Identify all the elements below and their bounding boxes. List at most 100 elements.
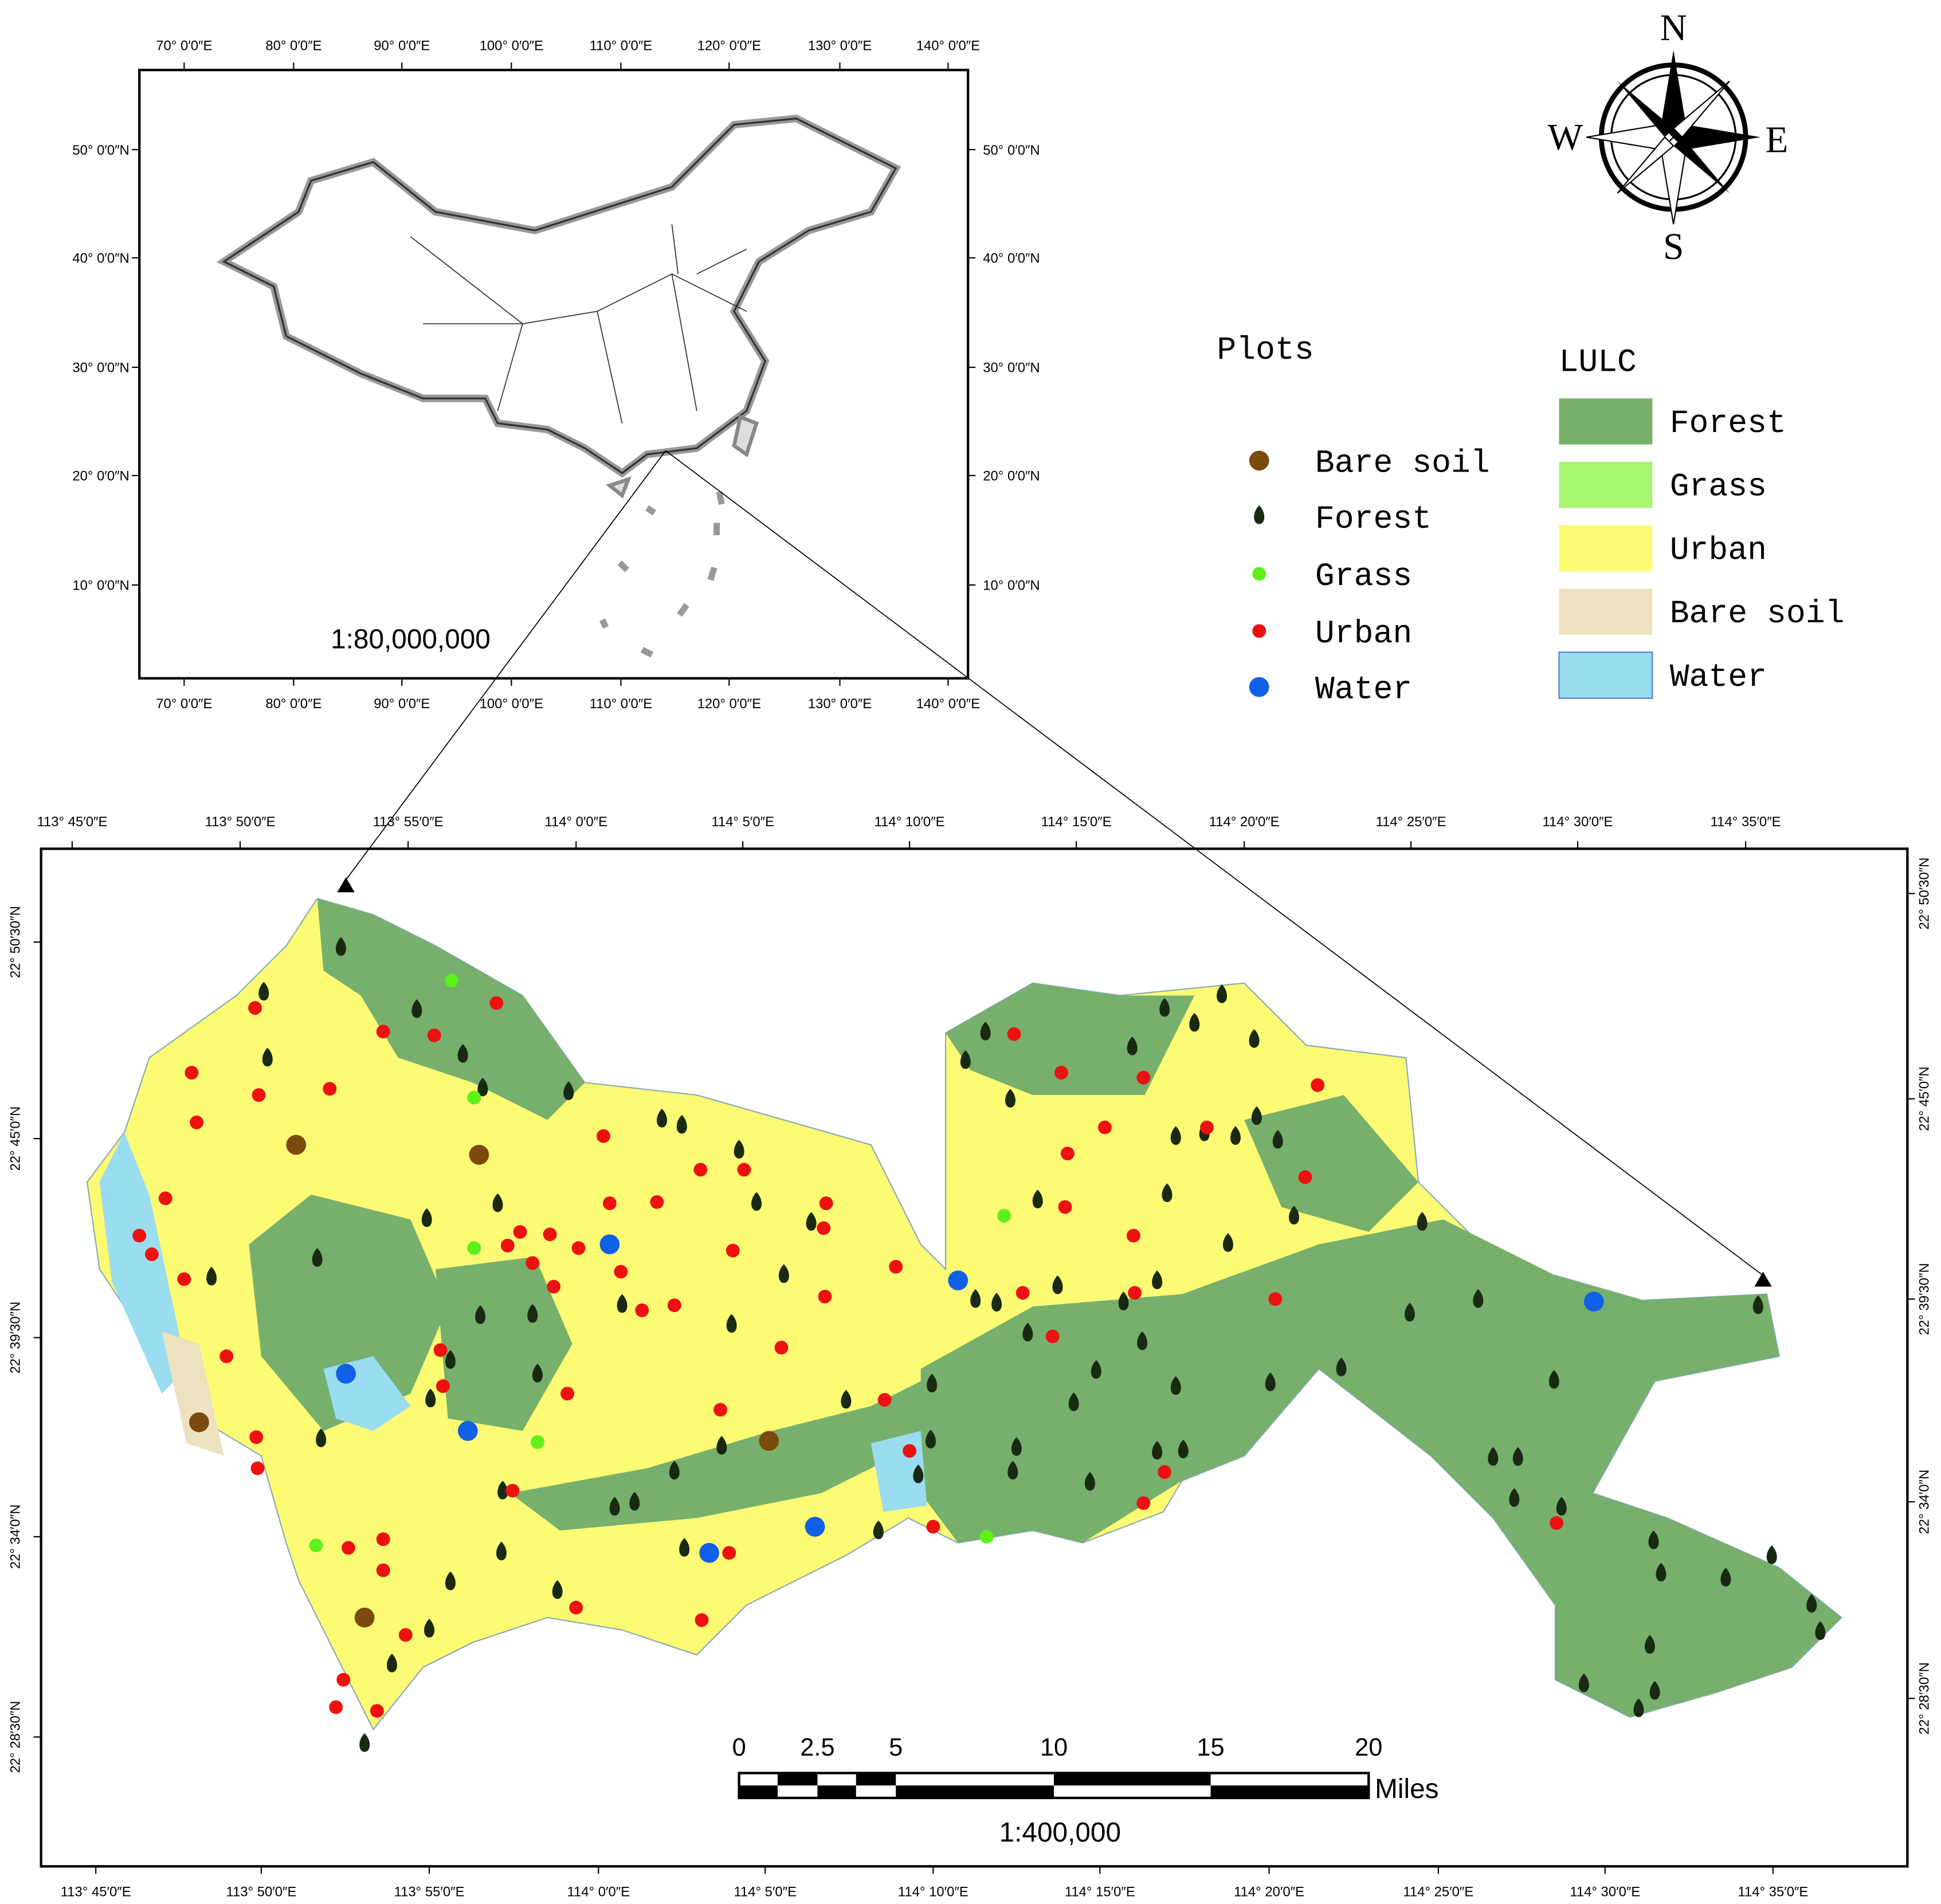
map-x-tick-label: 114° 25′0″E — [1376, 814, 1446, 830]
map-x-tick-label: 114° 10′0″E — [875, 814, 945, 830]
plot-point — [759, 1431, 779, 1451]
legend-swatch — [1559, 525, 1653, 572]
plot-point — [1158, 1465, 1172, 1479]
plot-point — [713, 1403, 728, 1417]
plot-point — [433, 1343, 448, 1357]
plot-point — [889, 1259, 903, 1274]
legend-symbol — [1252, 624, 1266, 638]
plot-point — [737, 1163, 751, 1177]
forest-plot — [1806, 1593, 1817, 1613]
inset-x-tick-label: 80° 0′0″E — [265, 696, 321, 712]
forest-plot — [926, 1430, 936, 1448]
plot-point — [1311, 1078, 1325, 1092]
forest-plot — [1512, 1447, 1523, 1466]
plot-point — [695, 1613, 709, 1627]
inset-x-tick-label: 140° 0′0″E — [916, 38, 980, 53]
inset-y-tick-label: 40° 0′0″N — [983, 251, 1040, 266]
inset-x-tick-label: 100° 0′0″E — [480, 696, 543, 712]
scale-bar-label: 20 — [1355, 1734, 1382, 1761]
forest-plot — [1289, 1206, 1299, 1224]
forest-plot — [873, 1520, 884, 1540]
forest-plot — [1649, 1681, 1660, 1700]
map-y-tick-label: 22° 50′30″N — [1916, 857, 1932, 929]
plot-point — [467, 1241, 481, 1255]
inset-x-tick-label: 130° 0′0″E — [808, 38, 872, 53]
forest-plot — [751, 1192, 762, 1211]
scale-bar-label: 2.5 — [800, 1734, 834, 1761]
plot-point — [250, 1461, 265, 1475]
forest-plot — [1170, 1376, 1181, 1395]
scale-bar-segment — [1210, 1785, 1369, 1798]
south-sea-islands — [599, 491, 725, 658]
lulc-title: LULC — [1559, 344, 1636, 381]
plot-point — [1200, 1120, 1214, 1134]
compass-rose — [1586, 50, 1761, 225]
forest-plot — [1084, 1472, 1095, 1491]
compass-s: S — [1663, 226, 1684, 268]
plot-point — [1060, 1147, 1075, 1161]
forest-plot — [629, 1491, 640, 1511]
plot-point — [436, 1379, 450, 1393]
scale-bar-segment — [777, 1773, 818, 1786]
forest-plot — [475, 1305, 486, 1324]
forest-plot — [726, 1314, 737, 1333]
forest-plot — [1137, 1331, 1148, 1351]
scale-bar-label: 5 — [889, 1734, 903, 1761]
plot-point — [635, 1303, 649, 1317]
legend-label: Urban — [1315, 615, 1412, 652]
forest-plot — [1022, 1322, 1033, 1342]
map-x-tick-label: 114° 35′0″E — [1738, 1884, 1808, 1899]
map-x-tick-label: 113° 55′0″E — [373, 814, 444, 830]
forest-plot — [1656, 1563, 1666, 1582]
plot-point — [341, 1541, 355, 1555]
plot-point — [457, 1421, 478, 1441]
map-x-tick-label: 114° 5′0″E — [711, 814, 774, 830]
inset-x-tick-label: 80° 0′0″E — [265, 38, 321, 53]
plot-point — [185, 1066, 199, 1080]
forest-plot — [991, 1293, 1002, 1312]
forest-plot — [1032, 1189, 1043, 1208]
inset-x-tick-label: 100° 0′0″E — [480, 38, 543, 53]
map-x-tick-label: 113° 50′0″E — [226, 1884, 296, 1899]
forest-plot — [1249, 1029, 1260, 1048]
islands — [606, 414, 759, 499]
forest-plot — [445, 1350, 456, 1369]
inset-x-tick-label: 140° 0′0″E — [916, 696, 980, 712]
forest-plot — [1752, 1295, 1763, 1314]
forest-plot — [421, 1208, 432, 1227]
forest-plot — [1578, 1673, 1589, 1693]
forest-area — [920, 1219, 1842, 1717]
map-y-tick-label: 22° 45′0″N — [1916, 1066, 1932, 1131]
legend-label: Forest — [1670, 405, 1786, 442]
scale-bar-label: 10 — [1040, 1734, 1068, 1761]
scale-bar-segment — [817, 1785, 856, 1798]
map-y-tick-label: 22° 34′0″N — [1916, 1470, 1932, 1534]
legend-label: Water — [1315, 672, 1412, 708]
inset-x-tick-label: 130° 0′0″E — [808, 696, 872, 712]
plot-point — [1136, 1070, 1151, 1085]
forest-plot — [552, 1580, 563, 1599]
plot-point — [248, 1001, 262, 1015]
plot-point — [726, 1243, 740, 1258]
inset-y-tick-label: 10° 0′0″N — [72, 578, 129, 594]
forest-plot — [335, 937, 346, 956]
legend-label: Urban — [1670, 532, 1767, 568]
inset-y-tick-label: 50° 0′0″N — [983, 143, 1040, 158]
forest-plot — [679, 1538, 690, 1557]
plot-point — [1054, 1066, 1068, 1080]
plot-point — [1128, 1286, 1142, 1300]
plot-point — [467, 1090, 481, 1105]
forest-plot — [1404, 1302, 1415, 1322]
map-y-tick-label: 22° 39′30″N — [1916, 1263, 1932, 1335]
forest-plot — [1159, 998, 1170, 1017]
forest-plot — [1127, 1037, 1138, 1055]
plot-point — [1136, 1496, 1151, 1510]
plot-point — [132, 1228, 147, 1243]
plot-point — [177, 1272, 191, 1286]
plot-point — [530, 1435, 544, 1449]
forest-plot — [1052, 1275, 1063, 1294]
forest-plot — [1222, 1233, 1233, 1252]
forest-plot — [716, 1436, 727, 1455]
plot-point — [614, 1265, 628, 1279]
